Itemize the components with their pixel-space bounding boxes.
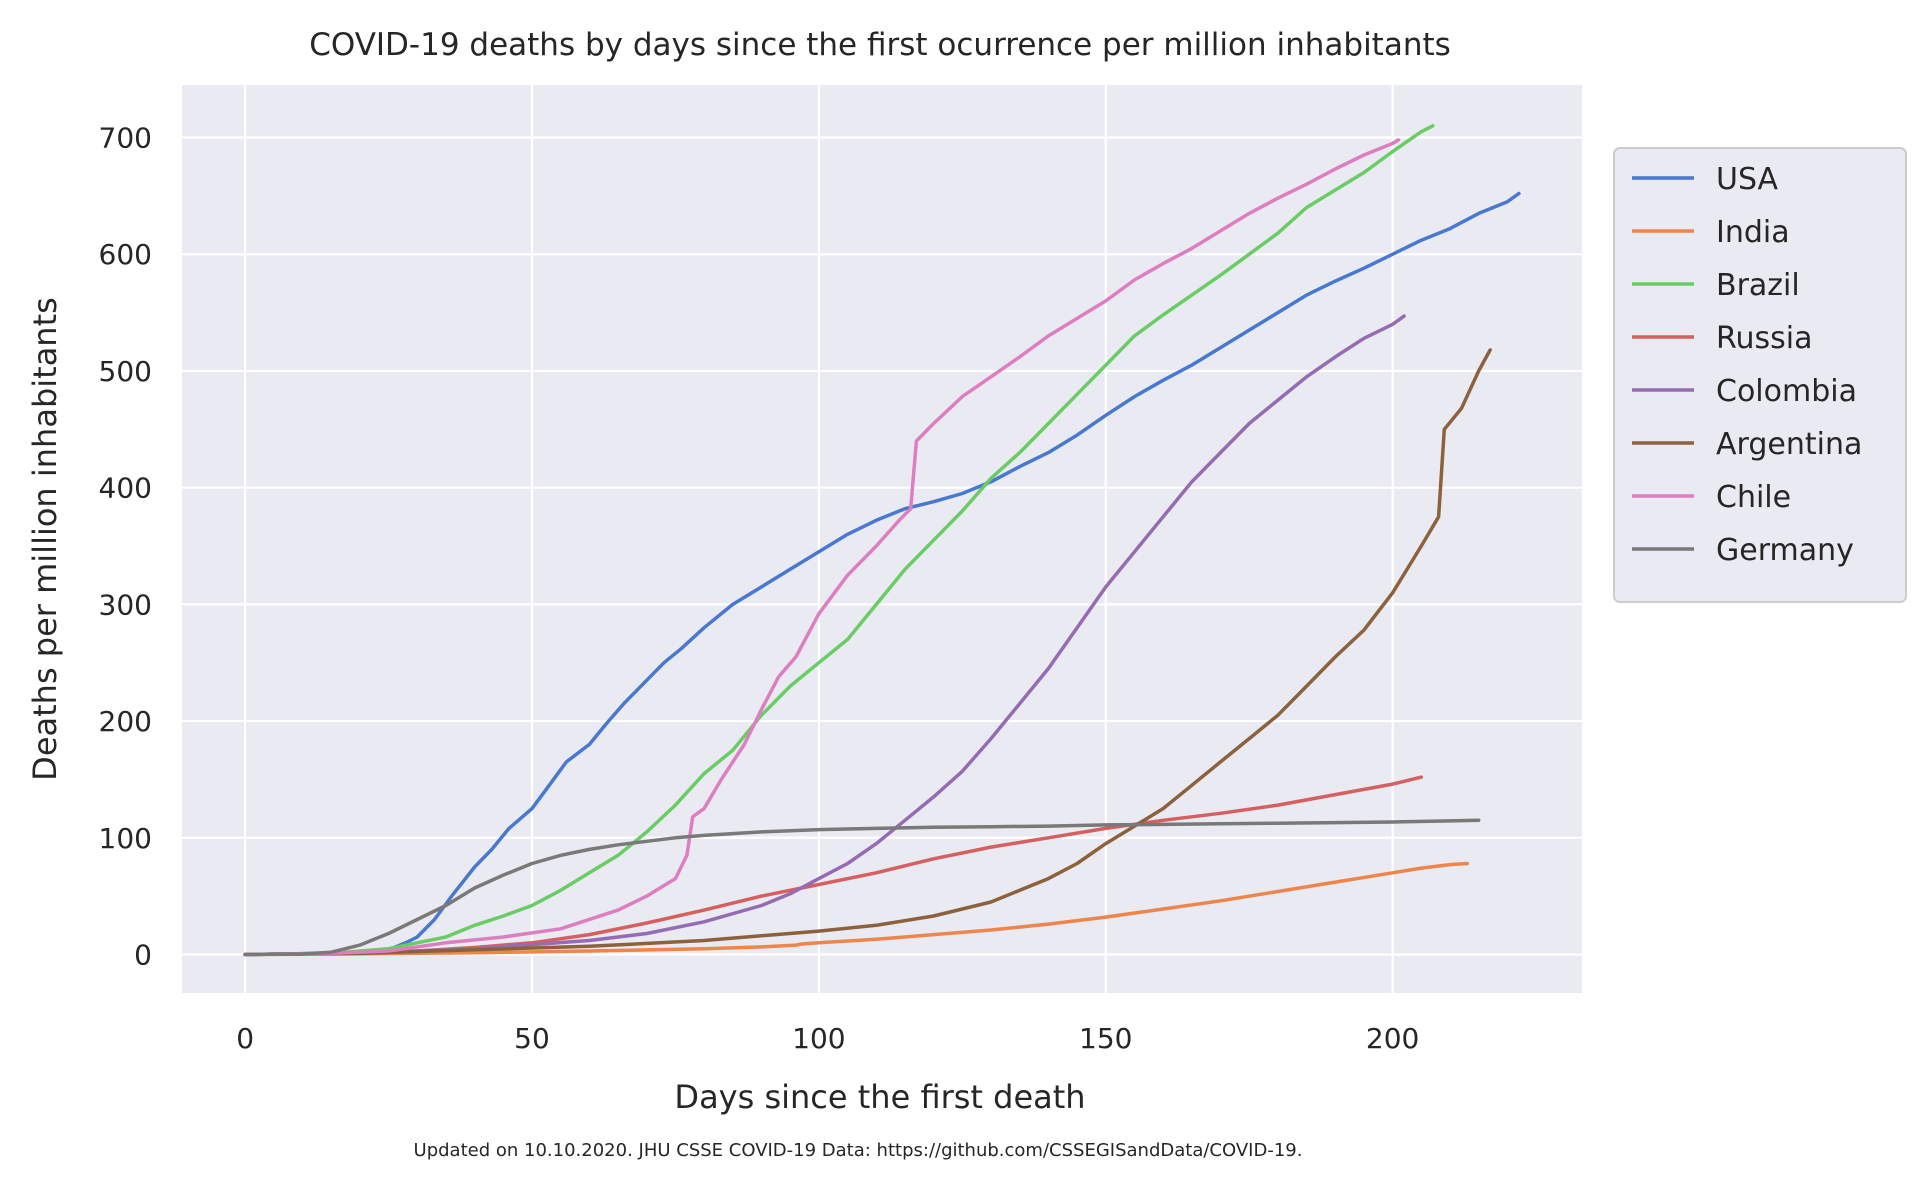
chart-title: COVID-19 deaths by days since the first … (309, 27, 1451, 63)
y-tick-label: 200 (99, 705, 152, 738)
legend-label-colombia: Colombia (1716, 374, 1857, 409)
y-tick-label: 600 (99, 238, 152, 271)
series-line-usa (243, 191, 1521, 957)
x-tick-label: 50 (514, 1022, 550, 1055)
y-tick-label: 400 (99, 472, 152, 505)
legend-label-russia: Russia (1716, 321, 1813, 356)
y-tick-label: 300 (99, 588, 152, 621)
y-tick-label: 100 (99, 822, 152, 855)
series-line-colombia (243, 314, 1406, 957)
series-line-india (243, 861, 1469, 957)
legend-label-chile: Chile (1716, 480, 1791, 515)
legend-box (1613, 147, 1907, 603)
x-tick-label: 200 (1366, 1022, 1419, 1055)
x-tick-label: 0 (236, 1022, 254, 1055)
series-lines (243, 124, 1521, 957)
series-line-chile (243, 138, 1401, 957)
footnote: Updated on 10.10.2020. JHU CSSE COVID-19… (414, 1140, 1303, 1161)
series-line-argentina (243, 348, 1492, 957)
x-tick-label: 150 (1079, 1022, 1132, 1055)
y-tick-label: 700 (99, 122, 152, 155)
y-axis: 0 100 200 300 400 500 600 700 (99, 122, 152, 972)
x-axis: 0 50 100 150 200 (236, 1022, 1419, 1055)
legend-label-india: India (1716, 215, 1790, 250)
series-line-brazil (243, 124, 1435, 957)
legend-label-argentina: Argentina (1716, 427, 1862, 462)
x-axis-label: Days since the first death (674, 1078, 1085, 1116)
y-tick-label: 0 (134, 938, 152, 971)
legend-label-germany: Germany (1716, 533, 1854, 568)
series-line-germany (243, 818, 1481, 957)
legend-label-brazil: Brazil (1716, 268, 1800, 303)
legend-label-usa: USA (1716, 162, 1779, 197)
y-axis-label: Deaths per million inhabitants (26, 297, 64, 781)
x-tick-label: 100 (792, 1022, 845, 1055)
y-tick-label: 500 (99, 355, 152, 388)
legend: USA India Brazil Russia Colombia Argentina Chi… (1613, 147, 1907, 603)
